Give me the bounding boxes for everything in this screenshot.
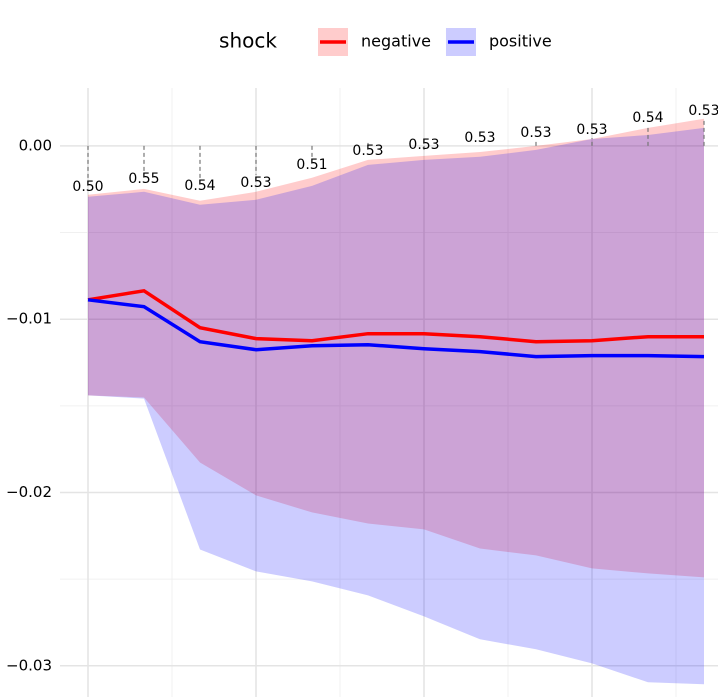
legend-label: negative	[361, 32, 431, 51]
annotation-label: 0.53	[464, 130, 495, 146]
legend-label: positive	[489, 32, 552, 51]
annotation-label: 0.53	[352, 143, 383, 159]
annotation-label: 0.51	[296, 157, 327, 173]
y-tick-label: −0.01	[6, 310, 52, 328]
y-tick-label: −0.02	[6, 483, 52, 501]
annotation-label: 0.50	[72, 179, 103, 195]
confidence-band	[88, 127, 704, 685]
annotation-label: 0.53	[688, 103, 718, 119]
legend-title: shock	[219, 29, 277, 53]
annotation-label: 0.54	[184, 178, 215, 194]
y-tick-label: −0.03	[6, 656, 52, 674]
y-tick-label: 0.00	[19, 136, 52, 154]
annotation-label: 0.54	[632, 110, 663, 126]
line	[87, 288, 704, 344]
annotation-label: 0.53	[520, 125, 551, 141]
line	[87, 298, 705, 359]
annotation-label: 0.55	[128, 171, 159, 187]
annotation-label: 0.53	[408, 137, 439, 153]
annotation-label: 0.53	[240, 175, 271, 191]
annotation-label: 0.53	[576, 122, 607, 138]
